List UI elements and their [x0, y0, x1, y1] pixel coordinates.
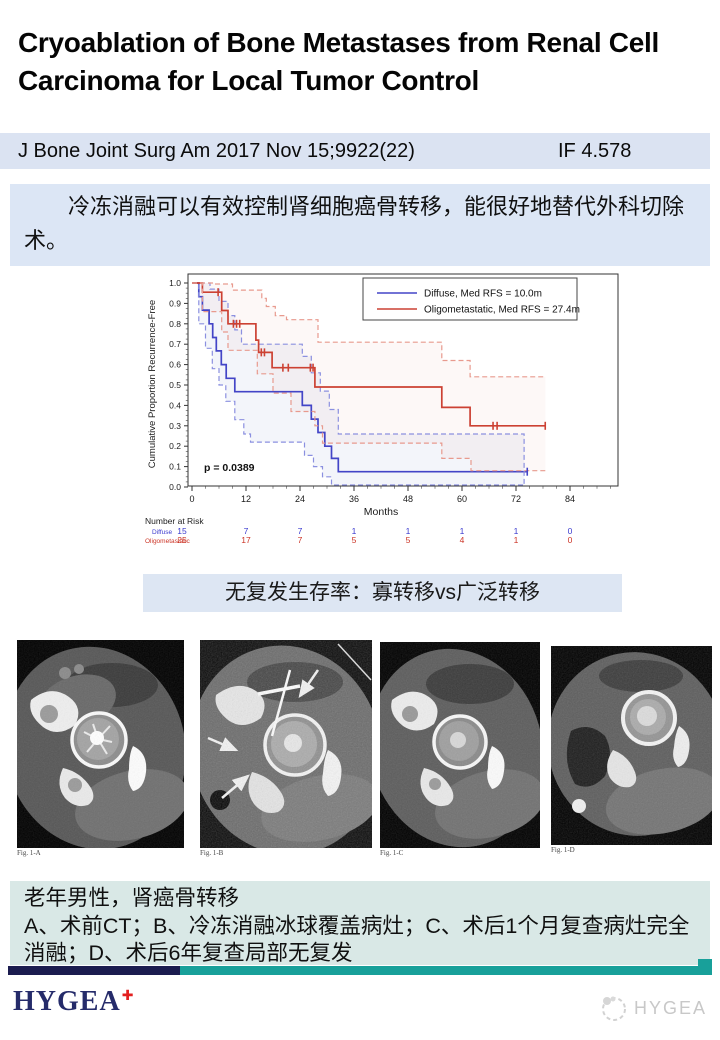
svg-text:60: 60	[457, 494, 467, 504]
km-chart: 0.0 0.1 0.2 0.3 0.4 0.5 0.6 0.7 0.8 0.9 1.0 0 12 24 36…	[140, 266, 660, 566]
svg-text:1.0: 1.0	[169, 278, 181, 288]
citation-bar: J Bone Joint Surg Am 2017 Nov 15;9922(22…	[0, 133, 710, 169]
svg-text:5: 5	[406, 535, 411, 545]
fig-label-c: Fig. 1-C	[380, 849, 404, 857]
divider-bar-teal-cap	[698, 959, 712, 975]
svg-text:0.6: 0.6	[169, 360, 181, 370]
svg-text:5: 5	[352, 535, 357, 545]
ct-panel-d: Fig. 1-D	[551, 646, 712, 854]
ct-scan-6year	[551, 646, 712, 845]
svg-text:1: 1	[514, 535, 519, 545]
svg-text:0: 0	[568, 526, 573, 536]
svg-text:17: 17	[241, 535, 251, 545]
ct-scan-cryoprobe	[200, 640, 372, 848]
ct-panel-a: Fig. 1-A	[17, 640, 184, 857]
ct-scan-preop	[17, 640, 184, 848]
case-caption-box: 老年男性，肾癌骨转移 A、术前CT；B、冷冻消融冰球覆盖病灶；C、术后1个月复查…	[10, 881, 710, 965]
svg-text:36: 36	[349, 494, 359, 504]
case-caption-line2: A、术前CT；B、冷冻消融冰球覆盖病灶；C、术后1个月复查病灶完全消融；D、术后…	[24, 913, 690, 966]
km-chart-svg: 0.0 0.1 0.2 0.3 0.4 0.5 0.6 0.7 0.8 0.9 1.0 0 12 24 36…	[145, 273, 619, 545]
svg-text:Diffuse, Med RFS = 10.0m: Diffuse, Med RFS = 10.0m	[424, 289, 542, 300]
svg-text:Number at Risk: Number at Risk	[145, 516, 204, 526]
ct-scan-1month	[380, 642, 540, 848]
summary-text: 冷冻消融可以有效控制肾细胞癌骨转移，能很好地替代外科切除术。	[24, 194, 685, 253]
svg-text:1: 1	[352, 526, 357, 536]
svg-text:0.2: 0.2	[169, 441, 181, 451]
summary-box: 冷冻消融可以有效控制肾细胞癌骨转移，能很好地替代外科切除术。	[10, 184, 710, 266]
svg-text:4: 4	[460, 535, 465, 545]
fig-label-b: Fig. 1-B	[200, 849, 224, 857]
case-caption-line1: 老年男性，肾癌骨转移	[24, 886, 240, 910]
impact-factor: IF 4.578	[558, 140, 632, 162]
svg-text:0.0: 0.0	[169, 482, 181, 492]
svg-text:7: 7	[298, 535, 303, 545]
svg-text:72: 72	[511, 494, 521, 504]
svg-text:15: 15	[177, 526, 187, 536]
fig-label-d: Fig. 1-D	[551, 846, 575, 854]
svg-text:0: 0	[189, 494, 194, 504]
svg-text:0.1: 0.1	[169, 462, 181, 472]
watermark-circle-icon	[602, 996, 626, 1021]
logo-cross-icon: ✚	[121, 987, 135, 1004]
svg-text:25: 25	[177, 535, 187, 545]
svg-text:0.5: 0.5	[169, 380, 181, 390]
chart-caption: 无复发生存率：寡转移vs广泛转移	[143, 574, 622, 612]
svg-text:1: 1	[406, 526, 411, 536]
fig-label-a: Fig. 1-A	[17, 849, 41, 857]
watermark-text: HYGEA	[634, 997, 708, 1018]
svg-text:p = 0.0389: p = 0.0389	[204, 462, 255, 474]
svg-text:0.3: 0.3	[169, 421, 181, 431]
hygea-logo: HYGEA✚	[13, 986, 134, 1018]
svg-text:24: 24	[295, 494, 305, 504]
svg-text:Cumulative Proportion Recurren: Cumulative Proportion Recurrence-Free	[147, 300, 158, 468]
slide-title: Cryoablation of Bone Metastases from Ren…	[18, 27, 659, 96]
svg-text:0.8: 0.8	[169, 319, 181, 329]
svg-text:84: 84	[565, 494, 575, 504]
hygea-logo-text: HYGEA	[13, 986, 121, 1017]
svg-text:Months: Months	[364, 506, 398, 518]
svg-text:0.4: 0.4	[169, 400, 181, 410]
watermark: HYGEA	[598, 993, 707, 1023]
svg-text:Diffuse: Diffuse	[152, 529, 172, 536]
svg-text:12: 12	[241, 494, 251, 504]
svg-text:48: 48	[403, 494, 413, 504]
ct-panel-c: Fig. 1-C	[380, 642, 540, 857]
svg-text:1: 1	[514, 526, 519, 536]
journal-citation: J Bone Joint Surg Am 2017 Nov 15;9922(22…	[18, 140, 415, 162]
divider-bar-teal	[180, 966, 710, 975]
svg-text:0.9: 0.9	[169, 298, 181, 308]
divider-bar-navy	[8, 966, 180, 975]
svg-text:Oligometastatic: Oligometastatic	[145, 538, 191, 545]
svg-text:0: 0	[568, 535, 573, 545]
svg-text:Oligometastatic, Med RFS = 27.: Oligometastatic, Med RFS = 27.4m	[424, 305, 580, 316]
svg-text:0.7: 0.7	[169, 339, 181, 349]
svg-text:1: 1	[460, 526, 465, 536]
svg-text:7: 7	[298, 526, 303, 536]
ct-panel-b: Fig. 1-B	[200, 640, 372, 857]
svg-text:7: 7	[244, 526, 249, 536]
